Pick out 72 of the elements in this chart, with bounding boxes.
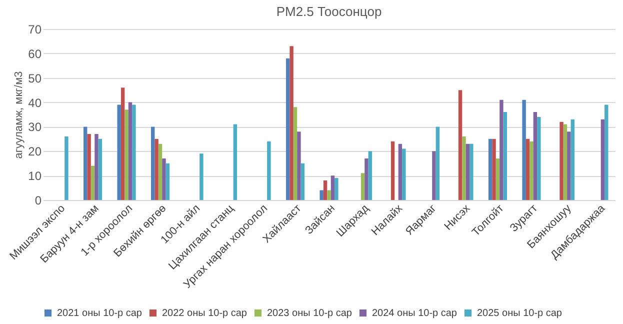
bar bbox=[390, 141, 395, 200]
bar bbox=[327, 190, 331, 200]
bar bbox=[87, 134, 91, 200]
legend-label: 2023 оны 10-р сар bbox=[267, 308, 352, 319]
bar bbox=[526, 138, 530, 200]
bar bbox=[117, 104, 121, 200]
bar bbox=[398, 144, 402, 200]
y-tick-label: 70 bbox=[28, 22, 42, 36]
bar bbox=[492, 138, 496, 200]
bar bbox=[158, 144, 162, 200]
bar bbox=[162, 158, 166, 200]
bar bbox=[323, 180, 328, 200]
bar bbox=[94, 134, 98, 200]
legend-label: 2024 оны 10-р сар bbox=[372, 308, 458, 319]
legend-label: 2025 оны 10-р сар bbox=[477, 308, 562, 319]
bar bbox=[560, 122, 564, 200]
bar bbox=[166, 163, 170, 200]
bar bbox=[368, 151, 372, 200]
bar bbox=[83, 126, 88, 200]
bar bbox=[360, 173, 365, 200]
y-tick-label: 60 bbox=[28, 46, 42, 61]
bar bbox=[500, 100, 504, 200]
bar bbox=[200, 154, 204, 200]
bar bbox=[364, 158, 368, 200]
bar bbox=[320, 190, 324, 200]
bar bbox=[537, 116, 541, 200]
bar bbox=[600, 119, 605, 200]
bar bbox=[334, 178, 338, 200]
bar bbox=[128, 102, 132, 200]
bar bbox=[132, 104, 136, 200]
bar bbox=[458, 90, 462, 200]
bar bbox=[90, 166, 95, 200]
bar bbox=[98, 138, 102, 200]
y-tick-label: 50 bbox=[28, 71, 42, 86]
bar bbox=[466, 144, 470, 200]
bar bbox=[150, 126, 155, 200]
bar bbox=[563, 124, 568, 200]
bar bbox=[402, 148, 406, 200]
bar bbox=[300, 163, 305, 200]
bar bbox=[124, 110, 128, 200]
bar bbox=[570, 119, 575, 200]
bar bbox=[530, 141, 534, 200]
bar bbox=[496, 158, 500, 200]
bar bbox=[488, 138, 492, 200]
bar bbox=[432, 151, 436, 200]
y-tick-label: 30 bbox=[28, 120, 42, 134]
bar bbox=[567, 132, 571, 200]
y-tick-label: 40 bbox=[28, 96, 42, 110]
bar bbox=[64, 136, 68, 200]
chart-title: PM2.5 Тоосонцор bbox=[276, 4, 382, 19]
bar bbox=[604, 104, 608, 200]
bar bbox=[533, 112, 538, 200]
bar bbox=[462, 136, 466, 200]
legend-label: 2021 оны 10-р сар bbox=[57, 308, 142, 319]
y-tick-label: 0 bbox=[34, 194, 42, 208]
bar bbox=[120, 88, 125, 200]
bar bbox=[267, 141, 271, 200]
bar bbox=[470, 144, 474, 200]
bar bbox=[297, 132, 301, 200]
bar bbox=[290, 46, 294, 200]
bar bbox=[154, 138, 158, 200]
y-tick-label: 10 bbox=[28, 169, 42, 184]
bar bbox=[286, 58, 290, 200]
bar bbox=[293, 107, 298, 200]
y-axis-title: агууламж, мкг/м3 bbox=[13, 71, 26, 159]
bar bbox=[503, 112, 508, 200]
legend-label: 2022 оны 10-р сар bbox=[162, 308, 248, 319]
bar bbox=[522, 100, 526, 200]
bar bbox=[436, 126, 440, 200]
y-tick-label: 20 bbox=[28, 144, 42, 159]
bar bbox=[233, 124, 238, 200]
bar bbox=[330, 176, 335, 200]
